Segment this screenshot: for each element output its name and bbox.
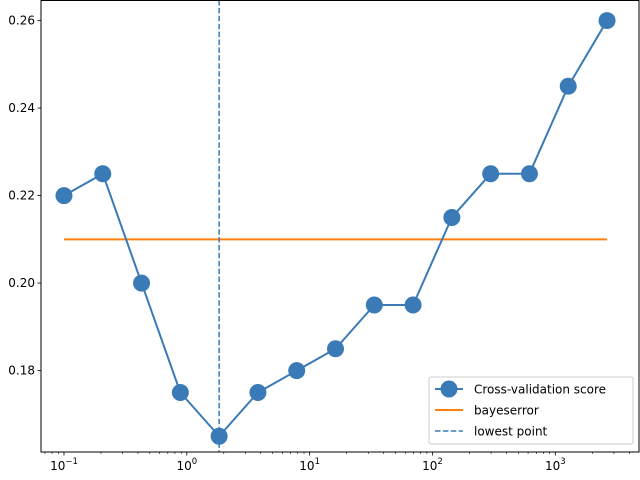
cross-validation-point [520, 165, 538, 183]
cross-validation-point [249, 383, 267, 401]
legend-label-cross-validation: Cross-validation score [474, 383, 606, 397]
y-tick-label: 0.20 [8, 276, 35, 290]
legend: Cross-validation score bayeserror lowest p… [428, 376, 634, 445]
x-tick-label: 102 [422, 457, 443, 473]
cross-validation-point [327, 340, 345, 358]
cross-validation-point [598, 12, 616, 30]
y-tick-label: 0.24 [8, 101, 35, 115]
legend-box [428, 376, 634, 445]
y-tick-label: 0.22 [8, 189, 35, 203]
x-tick-label: 101 [299, 457, 320, 473]
x-tick-label: 10−1 [50, 457, 78, 473]
axes-frame [40, 0, 640, 453]
cross-validation-point [94, 165, 112, 183]
legend-cv-marker-icon [440, 380, 458, 398]
plot-area [55, 0, 616, 452]
cross-validation-point [288, 362, 306, 380]
x-tick-label: 103 [545, 457, 566, 473]
cross-validation-point [365, 296, 383, 314]
cross-validation-point [559, 77, 577, 95]
x-tick-label: 100 [176, 457, 197, 473]
cross-validation-point [55, 187, 73, 205]
cross-validation-point [482, 165, 500, 183]
legend-label-bayeserror: bayeserror [474, 404, 539, 418]
y-tick-label: 0.26 [8, 14, 35, 28]
axes: 0.18 0.20 0.22 0.24 0.26 10−1 100 101 102 103 [8, 0, 640, 473]
legend-label-lowest-point: lowest point [474, 425, 548, 439]
cross-validation-point [443, 208, 461, 226]
cross-validation-point [133, 274, 151, 292]
cross-validation-point [404, 296, 422, 314]
cross-validation-point [171, 383, 189, 401]
y-tick-label: 0.18 [8, 364, 35, 378]
cross-validation-point [210, 427, 228, 445]
